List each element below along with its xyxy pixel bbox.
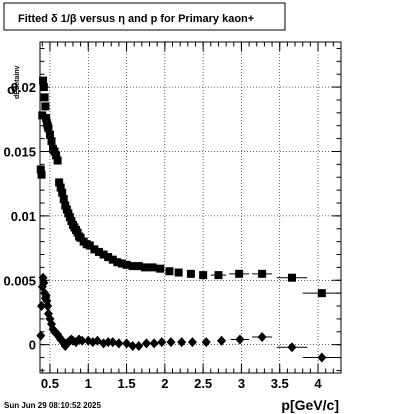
x-tick-label: 0.5 [41, 376, 59, 391]
x-tick-label: 4 [314, 376, 322, 391]
diamond-marker [36, 330, 46, 341]
square-marker [99, 250, 108, 259]
diamond-marker [108, 337, 118, 348]
y-tick-label: 0.02 [11, 80, 36, 95]
diamond-marker [257, 331, 267, 342]
square-marker [108, 255, 117, 264]
y-axis-title: σ [7, 81, 17, 97]
square-marker [52, 151, 61, 160]
diamond-marker [287, 342, 297, 353]
square-marker [55, 178, 64, 187]
square-marker [128, 262, 137, 271]
diamond-marker [217, 335, 227, 346]
square-marker [47, 137, 56, 146]
square-marker [53, 156, 62, 165]
square-marker [42, 113, 51, 122]
square-marker [134, 262, 143, 271]
square-marker [85, 241, 94, 250]
x-tick-label: 3.5 [271, 376, 289, 391]
diamond-marker [141, 338, 151, 349]
diamond-marker [43, 301, 53, 312]
grid-lines [40, 42, 341, 373]
diamond-marker [103, 337, 113, 348]
diamond-marker [157, 337, 167, 348]
square-marker [37, 170, 46, 179]
square-marker [214, 271, 223, 280]
square-marker [36, 165, 45, 174]
data-markers [36, 76, 327, 363]
y-tick-label: 0 [29, 338, 36, 353]
square-marker [59, 195, 68, 204]
y-tick-label: 0.015 [3, 144, 36, 159]
diamond-marker [37, 301, 47, 312]
square-marker [56, 183, 65, 192]
diamond-marker [235, 334, 245, 345]
diamond-marker [317, 352, 327, 363]
title-box: Fitted δ 1/β versus η and p for Primary … [3, 2, 286, 31]
diamond-marker [39, 277, 49, 288]
square-marker [44, 124, 53, 133]
y-tick-label: 0.01 [11, 209, 36, 224]
title-frame [3, 2, 286, 31]
x-tick-label: 2 [161, 376, 168, 391]
square-marker [39, 83, 48, 92]
diamond-marker [201, 337, 211, 348]
square-marker [39, 76, 48, 85]
square-marker [186, 269, 195, 278]
timestamp: Sun Jun 29 08:10:52 2025 [4, 401, 101, 410]
diamond-marker [128, 340, 138, 351]
x-tick-label: 3 [238, 376, 245, 391]
y-axis: 0 0.005 0.01 0.015 0.02 [3, 47, 341, 371]
square-marker [174, 268, 183, 277]
square-marker [287, 273, 296, 282]
x-tick-label: 2.5 [194, 376, 212, 391]
square-marker [317, 289, 326, 298]
square-marker [113, 258, 122, 267]
plot-frame [39, 41, 342, 374]
y-axis-subtitle: dEdetainv [14, 65, 21, 99]
y-tick-label: 0.005 [3, 273, 36, 288]
x-tick-label: 1.5 [118, 376, 136, 391]
x-tick-label: 1 [85, 376, 92, 391]
square-marker [258, 269, 267, 278]
x-axis: 0.5 1 1.5 2 2.5 3 3.5 4 [41, 42, 342, 391]
square-marker [235, 269, 244, 278]
diamond-marker [166, 337, 176, 348]
square-marker [122, 260, 131, 269]
diamond-marker [114, 338, 124, 349]
square-marker [40, 93, 49, 102]
diamond-marker [77, 335, 87, 346]
diamond-marker [149, 338, 159, 349]
diamond-marker [134, 340, 144, 351]
square-marker [165, 267, 174, 276]
square-marker [90, 245, 99, 254]
x-axis-title: p[GeV/c] [281, 397, 339, 413]
square-marker [148, 263, 157, 272]
square-marker [156, 264, 165, 273]
square-marker [58, 188, 67, 197]
square-marker [117, 259, 126, 268]
square-marker [104, 253, 113, 262]
square-marker [199, 271, 208, 280]
square-marker [41, 102, 50, 111]
diamond-marker [177, 337, 187, 348]
square-marker [94, 247, 103, 256]
square-marker [45, 130, 54, 139]
square-marker [140, 263, 149, 272]
diamond-marker [187, 337, 197, 348]
chart-title: Fitted δ 1/β versus η and p for Primary … [18, 13, 254, 25]
